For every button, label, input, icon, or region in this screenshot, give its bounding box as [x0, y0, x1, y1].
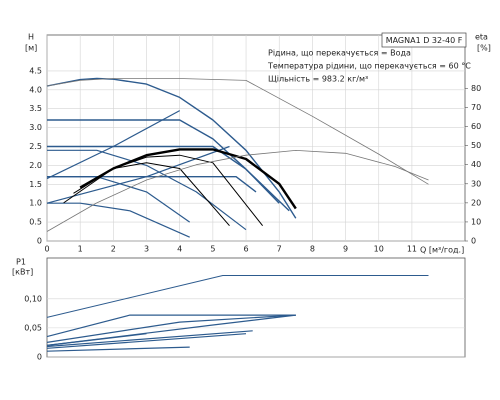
y2-axis-label: [%]: [477, 44, 491, 53]
y-tick-label: 3.0: [29, 123, 42, 132]
plot-area: [46, 34, 466, 242]
y2-tick-label: 60: [471, 122, 481, 131]
y-axis-label: H: [28, 33, 34, 42]
y-tick-label: 1.0: [29, 199, 42, 208]
x-tick-label: 11: [407, 245, 417, 254]
y-tick-label: 0,10: [24, 294, 42, 303]
curve: [46, 330, 253, 348]
curve: [47, 202, 190, 238]
y-tick-label: 1.5: [29, 180, 42, 189]
curve: [46, 346, 190, 352]
curve: [46, 78, 429, 185]
curve: [47, 145, 280, 204]
y-tick-label: 0,05: [24, 323, 42, 332]
title-box: [381, 32, 467, 48]
curve: [47, 149, 247, 231]
x-tick-label: 8: [310, 245, 315, 254]
y2-axis-label: eta: [475, 33, 488, 42]
curve: [46, 110, 180, 180]
curve: [46, 333, 247, 349]
chart-title: MAGNA1 D 32-40 F: [386, 36, 463, 45]
y2-tick-label: 0: [471, 237, 476, 246]
x-tick-label: 5: [210, 245, 215, 254]
y2-tick-label: 20: [471, 198, 481, 207]
y-tick-label: 4.0: [29, 85, 42, 94]
y2-tick-label: 40: [471, 160, 481, 169]
y-tick-label: 2.5: [29, 142, 42, 151]
y2-tick-label: 70: [471, 103, 481, 112]
x-tick-label: 3: [144, 245, 149, 254]
x-tick-label: 1: [78, 245, 83, 254]
y-axis-label: [кВт]: [12, 268, 33, 277]
curve: [46, 145, 230, 204]
y-tick-label: 0: [37, 237, 42, 246]
x-tick-label: 10: [374, 245, 384, 254]
x-tick-label: 2: [111, 245, 116, 254]
curve: [46, 333, 147, 346]
y-tick-label: 2.0: [29, 161, 42, 170]
curve: [46, 314, 296, 343]
y2-tick-label: 50: [471, 141, 481, 150]
curve: [46, 314, 296, 338]
y2-tick-label: 10: [471, 217, 481, 226]
y-tick-label: 0: [37, 353, 42, 362]
y2-tick-label: 80: [471, 84, 481, 93]
x-tick-label: 0: [44, 245, 49, 254]
plot-area: [46, 257, 466, 358]
curve: [46, 275, 429, 318]
x-axis-label: Q [м³/год.]: [420, 246, 464, 255]
y-tick-label: 3.5: [29, 104, 42, 113]
curve: [73, 162, 230, 227]
y-tick-label: 0.5: [29, 218, 42, 227]
x-tick-label: 4: [177, 245, 182, 254]
y-axis-label: P1: [16, 258, 26, 267]
annotation: Щільність = 983.2 кг/м³: [268, 75, 368, 84]
x-tick-label: 6: [244, 245, 249, 254]
annotation: Температура рідини, що перекачується = 6…: [267, 62, 471, 71]
annotation: Рідина, що перекачується = Вода: [268, 49, 411, 58]
curve: [47, 176, 257, 193]
curve: [46, 150, 429, 232]
y2-tick-label: 30: [471, 179, 481, 188]
x-tick-label: 9: [343, 245, 348, 254]
curve: [47, 176, 191, 223]
x-tick-label: 7: [277, 245, 282, 254]
y-tick-label: 4.5: [29, 66, 42, 75]
y-axis-label: [м]: [25, 44, 37, 53]
